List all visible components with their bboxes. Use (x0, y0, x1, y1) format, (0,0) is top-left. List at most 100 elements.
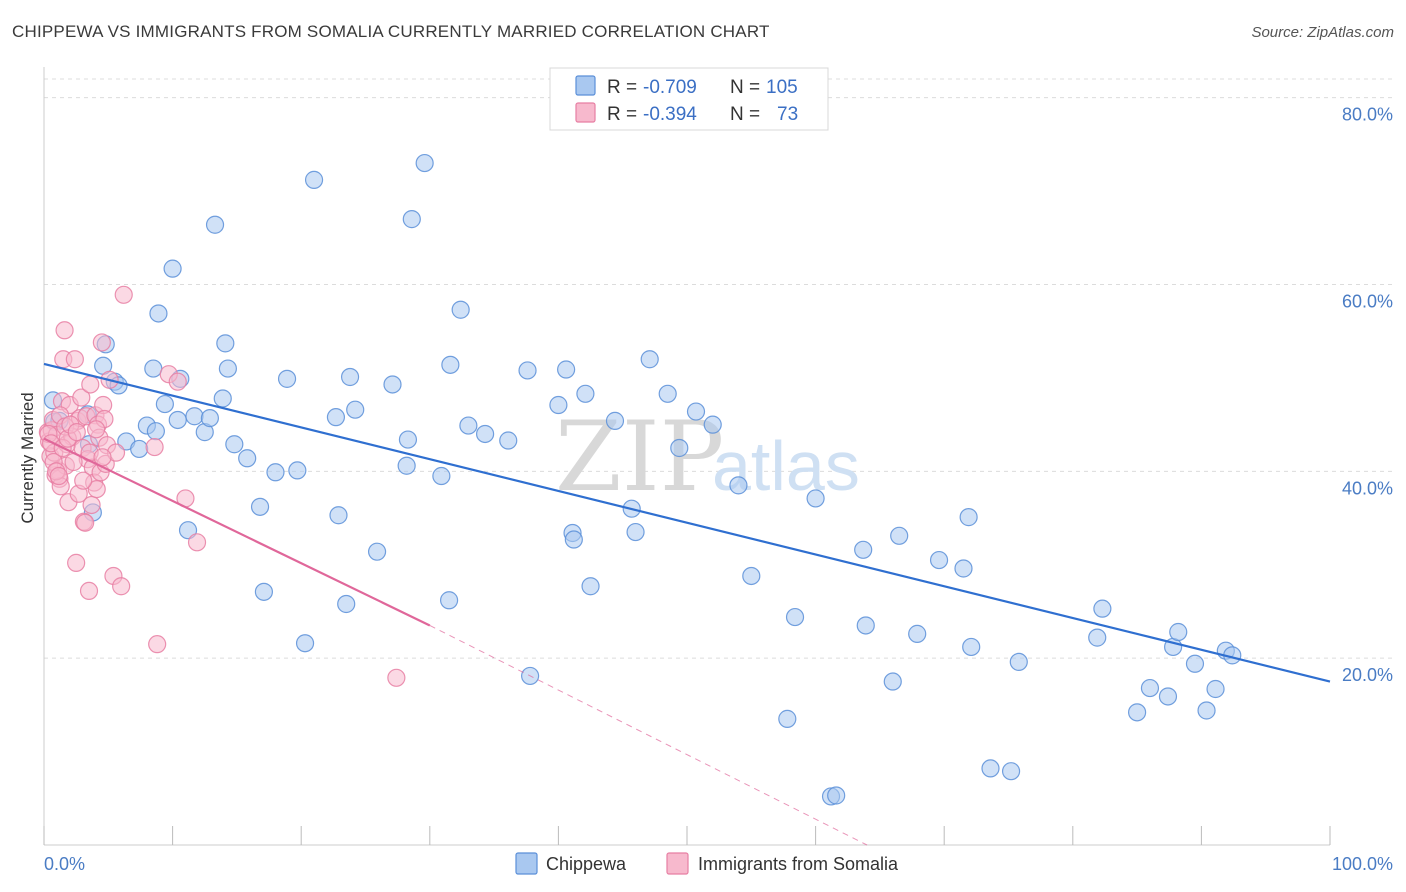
series-layer (38, 153, 1331, 846)
point-chippewa-89 (1009, 652, 1028, 672)
point-chippewa-85 (959, 508, 978, 527)
point-chippewa-62 (581, 577, 600, 596)
point-chippewa-39 (337, 594, 356, 614)
bottom-legend: Chippewa Immigrants from Somalia (515, 852, 899, 875)
point-somalia-27 (76, 513, 95, 532)
point-chippewa-67 (658, 384, 677, 403)
legend-r-label-2: R = (607, 104, 637, 125)
trend-line-extension-somalia (429, 625, 868, 846)
legend-swatch-chippewa (575, 75, 596, 96)
point-chippewa-66 (640, 350, 659, 369)
point-somalia-56 (387, 668, 406, 687)
point-chippewa-30 (250, 497, 270, 516)
y-tick-label-2: 60.0% (1342, 292, 1393, 312)
point-chippewa-50 (441, 355, 460, 374)
point-somalia-55 (187, 533, 207, 552)
point-chippewa-14 (146, 422, 165, 441)
series-chippewa (43, 153, 1242, 806)
legend-r-value-2: -0.394 (643, 104, 697, 125)
point-chippewa-96 (1169, 622, 1188, 642)
point-chippewa-40 (340, 367, 360, 387)
point-chippewa-31 (254, 582, 274, 601)
point-chippewa-61 (576, 384, 595, 403)
point-chippewa-94 (1158, 687, 1178, 706)
point-somalia-13 (55, 321, 74, 340)
point-chippewa-71 (729, 476, 748, 495)
tick-labels: 20.0% 40.0% 60.0% 80.0% 0.0% 100.0% (44, 105, 1393, 874)
point-chippewa-51 (451, 300, 470, 319)
point-chippewa-23 (200, 408, 219, 428)
point-somalia-68 (67, 423, 86, 442)
point-chippewa-34 (288, 461, 307, 480)
legend-r-label-1: R = (607, 77, 637, 98)
point-chippewa-68 (670, 438, 689, 458)
y-axis-label: Currently Married (18, 392, 37, 523)
x-tick-label-0: 0.0% (44, 854, 85, 874)
source-label: Source: ZipAtlas.com (1251, 24, 1394, 41)
point-chippewa-26 (216, 334, 235, 353)
y-tick-label-3: 80.0% (1342, 105, 1393, 125)
point-chippewa-36 (304, 170, 324, 189)
point-somalia-51 (148, 635, 167, 654)
point-chippewa-81 (890, 526, 909, 545)
point-somalia-48 (112, 577, 131, 596)
point-chippewa-25 (213, 389, 232, 408)
point-somalia-30 (79, 581, 99, 601)
top-legend: R = -0.709 N = 105 R = -0.394 N = 73 (549, 67, 829, 131)
point-chippewa-63 (605, 411, 625, 430)
point-chippewa-13 (144, 359, 163, 378)
point-chippewa-88 (1001, 762, 1021, 781)
point-chippewa-52 (459, 416, 478, 435)
point-somalia-19 (65, 350, 84, 369)
point-chippewa-70 (703, 415, 722, 434)
point-chippewa-20 (178, 521, 198, 540)
legend-n-label-1: N = (730, 77, 760, 98)
point-somalia-40 (92, 333, 111, 352)
bottom-legend-label-chippewa: Chippewa (546, 854, 627, 874)
point-somalia-71 (86, 420, 106, 439)
point-chippewa-21 (185, 407, 204, 426)
point-chippewa-75 (806, 489, 825, 508)
point-chippewa-93 (1140, 678, 1160, 698)
point-chippewa-82 (908, 624, 927, 643)
point-chippewa-98 (1197, 701, 1216, 720)
legend-n-label-2: N = (730, 104, 760, 125)
bottom-legend-swatch-somalia (666, 852, 689, 875)
point-somalia-32 (82, 495, 101, 515)
legend-n-value-1: 105 (766, 77, 798, 98)
bottom-legend-swatch-chippewa (515, 852, 538, 875)
point-chippewa-27 (218, 359, 237, 378)
legend-swatch-somalia (575, 102, 596, 123)
point-somalia-69 (74, 471, 93, 490)
point-chippewa-29 (238, 449, 257, 468)
point-chippewa-38 (329, 506, 348, 525)
point-chippewa-44 (397, 456, 416, 475)
x-tick-label-1: 100.0% (1332, 854, 1393, 874)
series-somalia (38, 285, 406, 687)
point-chippewa-37 (326, 408, 346, 427)
point-chippewa-11 (130, 439, 149, 459)
point-chippewa-55 (518, 361, 537, 380)
point-somalia-31 (81, 375, 100, 394)
point-chippewa-16 (155, 394, 174, 414)
point-chippewa-72 (742, 566, 761, 586)
point-chippewa-90 (1088, 628, 1107, 647)
point-chippewa-46 (402, 210, 421, 229)
legend-box (549, 67, 829, 131)
point-chippewa-77 (827, 786, 846, 805)
point-chippewa-79 (856, 616, 875, 635)
point-chippewa-69 (686, 402, 706, 421)
legend-n-value-2: 73 (777, 104, 798, 125)
point-chippewa-28 (225, 435, 244, 454)
point-chippewa-86 (962, 637, 981, 657)
point-chippewa-65 (626, 522, 645, 542)
point-chippewa-41 (346, 400, 365, 419)
trend-line-chippewa (43, 362, 1331, 683)
point-chippewa-80 (883, 672, 902, 691)
point-chippewa-74 (785, 607, 805, 627)
point-chippewa-17 (163, 259, 182, 278)
point-chippewa-92 (1127, 703, 1147, 722)
point-chippewa-73 (778, 709, 797, 728)
point-chippewa-97 (1185, 654, 1205, 673)
